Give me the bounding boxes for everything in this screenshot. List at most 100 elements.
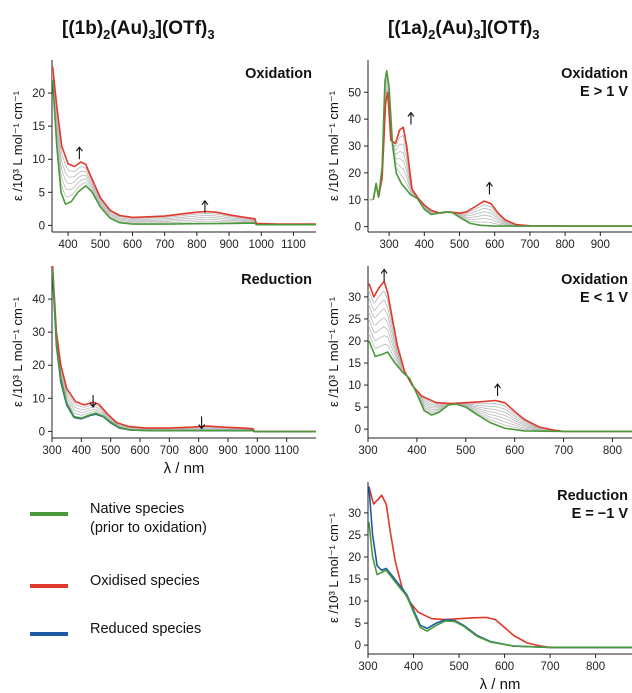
panel-subtitle: E > 1 V bbox=[580, 84, 628, 100]
x-tick-label: 400 bbox=[59, 239, 78, 251]
intermediate-trace bbox=[368, 297, 632, 432]
y-axis-label: ε /10³ L mol⁻¹ cm⁻¹ bbox=[10, 296, 25, 407]
x-tick-label: 800 bbox=[603, 445, 622, 457]
y-tick-label: 15 bbox=[32, 121, 45, 133]
x-tick-label: 300 bbox=[42, 445, 61, 457]
x-tick-label: 500 bbox=[449, 661, 468, 673]
arrow-up bbox=[75, 146, 83, 160]
y-tick-label: 5 bbox=[355, 618, 361, 630]
y-tick-label: 25 bbox=[348, 530, 361, 542]
x-tick-label: 600 bbox=[130, 445, 149, 457]
x-tick-label: 500 bbox=[101, 445, 120, 457]
series-line-oxidised bbox=[52, 66, 316, 225]
y-tick-label: 0 bbox=[355, 640, 361, 652]
x-tick-label: 400 bbox=[404, 661, 423, 673]
x-tick-label: 700 bbox=[160, 445, 179, 457]
plot-area bbox=[52, 66, 316, 226]
legend-item-oxidised: Oxidised species bbox=[30, 572, 310, 616]
chart-reduction-1b: 300 400 500 600 700 800 900 1000 1100 0 10 20 30 40 ε … bbox=[10, 266, 316, 477]
plot-area bbox=[52, 266, 316, 433]
y-tick-label: 25 bbox=[348, 314, 361, 326]
x-tick-label: 700 bbox=[155, 239, 174, 251]
title-left: [(1b)2(Au)3](OTf)3 bbox=[62, 18, 215, 42]
series-line-oxidised bbox=[372, 91, 632, 227]
y-axis-label: ε /10³ L mol⁻¹ cm⁻¹ bbox=[326, 90, 341, 201]
intermediate-trace bbox=[368, 290, 632, 432]
x-tick-label: 400 bbox=[415, 239, 434, 251]
intermediate-trace bbox=[52, 68, 316, 225]
arrow-down bbox=[89, 395, 97, 408]
intermediate-trace bbox=[52, 73, 316, 225]
plot-area bbox=[368, 486, 632, 649]
x-tick-label: 600 bbox=[505, 445, 524, 457]
intermediate-trace bbox=[368, 304, 632, 432]
x-tick-label: 500 bbox=[456, 445, 475, 457]
intermediate-trace bbox=[368, 326, 632, 432]
y-tick-label: 20 bbox=[348, 168, 361, 180]
series-line-oxidised bbox=[368, 486, 632, 649]
x-tick-label: 900 bbox=[591, 239, 610, 251]
series-line-native bbox=[52, 269, 316, 433]
legend-label-oxidised: Oxidised species bbox=[90, 573, 200, 589]
y-tick-label: 5 bbox=[355, 402, 361, 414]
chart-reduction-1a: 300 400 500 600 700 800 0 5 10 15 20 25 30 ε /10³ L m… bbox=[326, 482, 632, 693]
x-tick-label: 1100 bbox=[274, 445, 299, 457]
y-tick-label: 20 bbox=[348, 336, 361, 348]
y-tick-label: 0 bbox=[355, 424, 361, 436]
y-axis-label: ε /10³ L mol⁻¹ cm⁻¹ bbox=[326, 512, 341, 623]
x-axis-label: λ / nm bbox=[164, 460, 205, 477]
legend-label-native: Native species (prior to oxidation) bbox=[90, 501, 207, 536]
y-tick-label: 0 bbox=[39, 220, 45, 232]
x-tick-label: 800 bbox=[556, 239, 575, 251]
intermediate-trace bbox=[52, 77, 316, 225]
x-tick-label: 1100 bbox=[281, 239, 306, 251]
y-tick-label: 50 bbox=[348, 87, 361, 99]
y-axis-label: ε /10³ L mol⁻¹ cm⁻¹ bbox=[10, 90, 25, 201]
legend-item-native: Native species (prior to oxidation) bbox=[30, 500, 310, 544]
legend-label-reduced: Reduced species bbox=[90, 621, 202, 637]
x-tick-label: 400 bbox=[72, 445, 91, 457]
series-line-native bbox=[52, 79, 316, 226]
x-tick-label: 600 bbox=[485, 239, 504, 251]
x-tick-label: 700 bbox=[554, 445, 573, 457]
x-tick-label: 1000 bbox=[245, 445, 271, 457]
panel-subtitle: E = −1 V bbox=[572, 506, 629, 522]
y-tick-label: 30 bbox=[348, 141, 361, 153]
panel-subtitle: E < 1 V bbox=[580, 290, 628, 306]
panel-title: Reduction bbox=[557, 488, 628, 504]
intermediate-trace bbox=[368, 311, 632, 432]
x-tick-label: 400 bbox=[407, 445, 426, 457]
chart-oxidation-1a-low: 300 400 500 600 700 800 0 5 10 15 20 25 30 ε /10³ L m… bbox=[326, 266, 632, 457]
x-tick-label: 900 bbox=[219, 239, 238, 251]
y-tick-label: 10 bbox=[348, 195, 361, 207]
arrow-up bbox=[486, 181, 493, 195]
series-line-oxidised bbox=[368, 280, 632, 433]
x-tick-label: 700 bbox=[540, 661, 559, 673]
arrow-up bbox=[201, 199, 209, 213]
y-tick-label: 15 bbox=[348, 358, 361, 370]
legend-line-oxidised bbox=[30, 584, 68, 588]
y-tick-label: 40 bbox=[32, 294, 45, 306]
y-tick-label: 0 bbox=[39, 426, 45, 438]
x-tick-label: 800 bbox=[189, 445, 208, 457]
y-tick-label: 30 bbox=[348, 292, 361, 304]
y-tick-label: 30 bbox=[348, 508, 361, 520]
legend: Native species (prior to oxidation) Oxid… bbox=[30, 500, 320, 650]
legend-line-native bbox=[30, 512, 68, 516]
panel-title: Oxidation bbox=[561, 272, 628, 288]
y-tick-label: 5 bbox=[39, 187, 45, 199]
arrow-up bbox=[494, 383, 501, 397]
series-line-oxidised bbox=[52, 266, 316, 433]
y-tick-label: 10 bbox=[32, 154, 45, 166]
y-tick-label: 20 bbox=[32, 360, 45, 372]
panel-title: Oxidation bbox=[245, 66, 312, 82]
x-tick-label: 300 bbox=[358, 445, 377, 457]
y-tick-label: 10 bbox=[348, 380, 361, 392]
x-tick-label: 900 bbox=[218, 445, 237, 457]
arrow-up bbox=[380, 268, 388, 282]
y-tick-label: 15 bbox=[348, 574, 361, 586]
y-tick-label: 10 bbox=[348, 596, 361, 608]
y-tick-label: 10 bbox=[32, 393, 45, 405]
x-tick-label: 600 bbox=[495, 661, 514, 673]
series-line-native bbox=[372, 70, 632, 227]
